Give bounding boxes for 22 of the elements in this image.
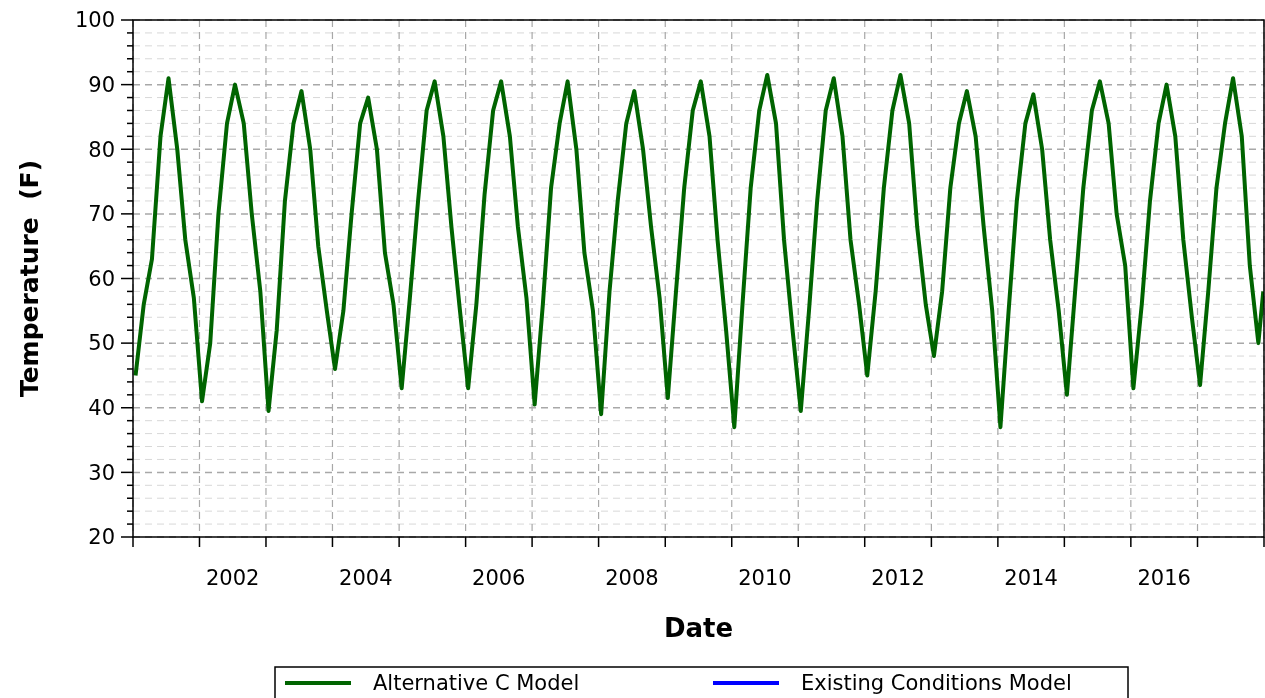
y-tick-label: 40: [88, 396, 115, 421]
y-axis-title: Temperature (F): [15, 159, 44, 398]
legend-label: Existing Conditions Model: [801, 671, 1072, 696]
y-tick-label: 80: [88, 137, 115, 162]
y-tick-label: 100: [74, 8, 115, 33]
x-tick-label: 2002: [205, 566, 260, 590]
y-tick-label: 30: [88, 460, 115, 485]
x-tick-label: 2004: [339, 566, 393, 590]
y-tick-label: 70: [88, 202, 115, 227]
x-tick-label: 2006: [472, 566, 526, 590]
x-axis-title: Date: [663, 613, 734, 643]
legend-label: Alternative C Model: [373, 671, 580, 696]
y-tick-label: 20: [88, 525, 115, 550]
y-tick-label: 90: [88, 72, 115, 97]
x-tick-label: 2008: [605, 566, 659, 590]
y-tick-label: 50: [88, 331, 115, 356]
x-tick-label: 2010: [738, 566, 792, 590]
x-tick-label: 2016: [1137, 566, 1191, 590]
line-series: [133, 72, 1264, 430]
x-tick-label: 2014: [1004, 566, 1058, 590]
x-tick-label: 2012: [871, 566, 925, 590]
y-tick-label: 60: [88, 266, 115, 291]
